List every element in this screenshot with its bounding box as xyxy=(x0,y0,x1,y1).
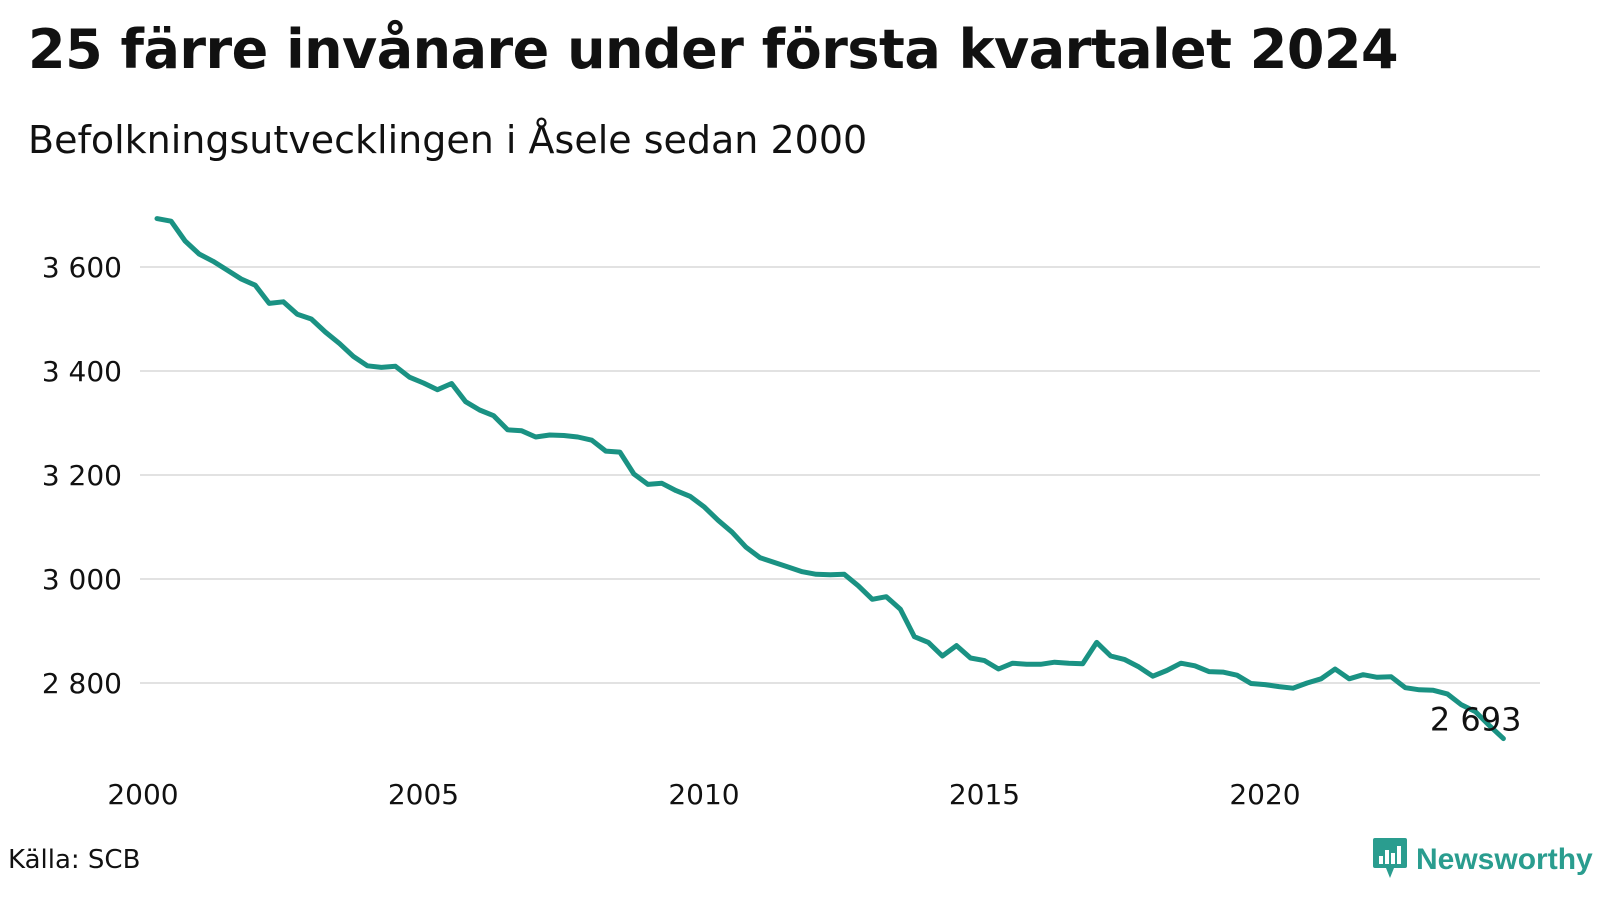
brand-name: Newsworthy xyxy=(1416,843,1593,876)
y-axis-ticks: 2 800 3 000 3 200 3 400 3 600 xyxy=(42,251,122,700)
y-tick-label: 3 600 xyxy=(42,251,122,284)
y-tick-label: 3 200 xyxy=(42,459,122,492)
y-tick-label: 2 800 xyxy=(42,667,122,700)
population-line xyxy=(154,216,1506,742)
gridlines xyxy=(140,266,1540,684)
source-note: Källa: SCB xyxy=(8,845,141,875)
end-value-label: 2 693 xyxy=(1430,701,1522,739)
x-tick-label: 2020 xyxy=(1229,778,1300,811)
x-axis-ticks: 2000 2005 2010 2015 2020 xyxy=(107,778,1300,811)
x-tick-label: 2005 xyxy=(388,778,459,811)
newsworthy-logo-icon xyxy=(1372,836,1408,884)
y-tick-label: 3 000 xyxy=(42,563,122,596)
x-tick-label: 2010 xyxy=(668,778,739,811)
x-tick-label: 2015 xyxy=(949,778,1020,811)
y-tick-label: 3 400 xyxy=(42,355,122,388)
chart-title: 25 färre invånare under första kvartalet… xyxy=(28,18,1399,81)
x-tick-label: 2000 xyxy=(107,778,178,811)
brand-logo: Newsworthy xyxy=(1372,836,1593,884)
chart-subtitle: Befolkningsutvecklingen i Åsele sedan 20… xyxy=(28,118,868,162)
